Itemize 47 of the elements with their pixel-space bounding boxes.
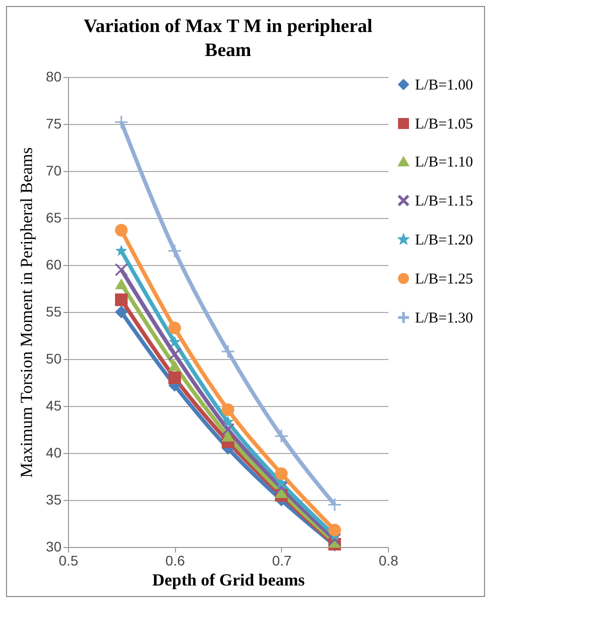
y-tick-label: 60 — [46, 256, 62, 272]
point — [222, 430, 234, 442]
y-tick-label: 75 — [46, 116, 62, 132]
y-tick-label: 45 — [46, 398, 62, 414]
x-tick-label: 0.6 — [165, 552, 186, 568]
point — [115, 263, 128, 276]
point — [168, 348, 181, 361]
point — [222, 423, 234, 436]
point — [168, 244, 181, 258]
legend-label: L/B=1.05 — [415, 116, 474, 132]
point — [168, 371, 181, 384]
y-axis-title: Maximum Torsion Moment in Peripheral Beams — [16, 147, 36, 478]
legend-label: L/B=1.00 — [415, 78, 474, 94]
point — [222, 345, 234, 358]
point — [168, 322, 181, 334]
y-tick-label: 55 — [46, 304, 62, 320]
point — [115, 224, 128, 237]
point — [328, 524, 341, 536]
y-tick-label: 35 — [46, 492, 62, 508]
point — [115, 306, 128, 318]
legend-label: L/B=1.20 — [415, 232, 474, 248]
y-tick-label: 65 — [46, 210, 62, 226]
chart-title: Variation of Max T M in peripheral Beam — [84, 16, 372, 61]
point — [115, 293, 128, 306]
point — [222, 416, 234, 428]
point — [115, 278, 128, 290]
y-tick-label: 40 — [46, 444, 62, 460]
legend-label: L/B=1.15 — [415, 194, 474, 210]
point — [115, 116, 128, 128]
x-tick-label: 0.8 — [378, 552, 398, 568]
y-tick-label: 50 — [46, 350, 62, 366]
y-tick-label: 70 — [46, 162, 62, 178]
legend-label: L/B=1.30 — [415, 310, 474, 326]
point — [222, 403, 234, 416]
legend-label: L/B=1.10 — [415, 154, 474, 170]
x-tick-label: 0.7 — [272, 552, 292, 568]
point — [168, 360, 181, 372]
y-tick-label: 30 — [46, 538, 62, 554]
point — [328, 498, 341, 512]
point — [275, 430, 288, 442]
legend-label: L/B=1.25 — [415, 272, 474, 288]
x-tick-label: 0.5 — [58, 552, 78, 568]
point — [275, 467, 288, 480]
x-axis-title: Depth of Grid beams — [152, 570, 306, 590]
y-tick-label: 80 — [46, 68, 62, 84]
point — [168, 336, 181, 348]
point — [115, 244, 128, 256]
